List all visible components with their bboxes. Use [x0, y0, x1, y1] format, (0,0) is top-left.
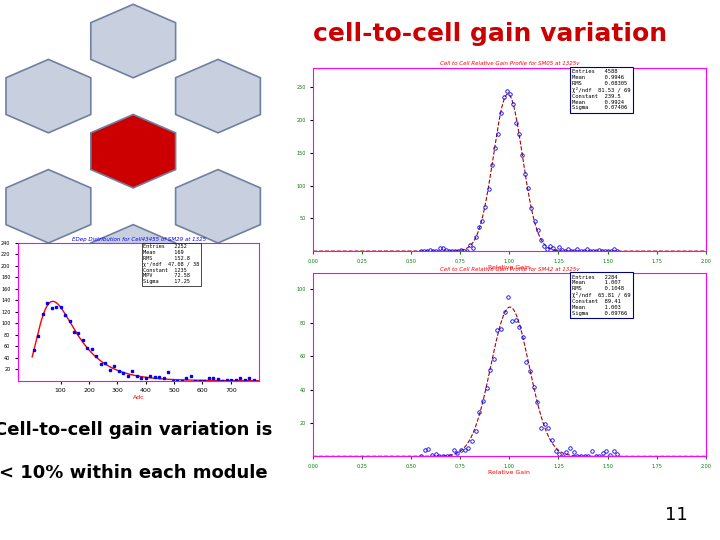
- X-axis label: Adc: Adc: [132, 395, 145, 400]
- Text: Entries   4588
Mean      0.9946
RMS       0.08305
χ²/ndf  81.53 / 69
Constant  2: Entries 4588 Mean 0.9946 RMS 0.08305 χ²/…: [572, 69, 631, 110]
- Text: After 5M events: After 5M events: [377, 70, 603, 94]
- Title: Cell to Cell Relative Gain Profile for SM42 at 1325v: Cell to Cell Relative Gain Profile for S…: [440, 267, 579, 272]
- Polygon shape: [176, 59, 261, 133]
- Polygon shape: [91, 114, 176, 188]
- Polygon shape: [176, 170, 261, 243]
- Text: < 10% within each module: < 10% within each module: [0, 464, 268, 482]
- Polygon shape: [6, 59, 91, 133]
- Title: EDep Distribution for Cell43455 of SM29 at 1325: EDep Distribution for Cell43455 of SM29 …: [71, 237, 206, 242]
- Text: 11: 11: [665, 506, 688, 524]
- X-axis label: Relative Gain: Relative Gain: [488, 265, 531, 270]
- Text: Entries   2252
Mean      169
RMS       152.8
χ²/ndf  47.08 / 38
Constant  1235
M: Entries 2252 Mean 169 RMS 152.8 χ²/ndf 4…: [143, 245, 199, 284]
- Polygon shape: [91, 225, 176, 298]
- Text: Entries   2284
Mean      1.007
RMS       0.1048
χ²/ndf  65.81 / 69
Constant  89.: Entries 2284 Mean 1.007 RMS 0.1048 χ²/nd…: [572, 274, 631, 315]
- Text: cell-to-cell gain variation: cell-to-cell gain variation: [312, 22, 667, 45]
- Polygon shape: [91, 4, 176, 78]
- X-axis label: Relative Gain: Relative Gain: [488, 470, 531, 475]
- Polygon shape: [6, 170, 91, 243]
- Title: Cell to Cell Relative Gain Profile for SM05 at 1325v: Cell to Cell Relative Gain Profile for S…: [440, 62, 579, 66]
- Text: Isolated Cell ADC: Isolated Cell ADC: [19, 251, 248, 275]
- Text: Cell-to-cell gain variation is: Cell-to-cell gain variation is: [0, 421, 272, 439]
